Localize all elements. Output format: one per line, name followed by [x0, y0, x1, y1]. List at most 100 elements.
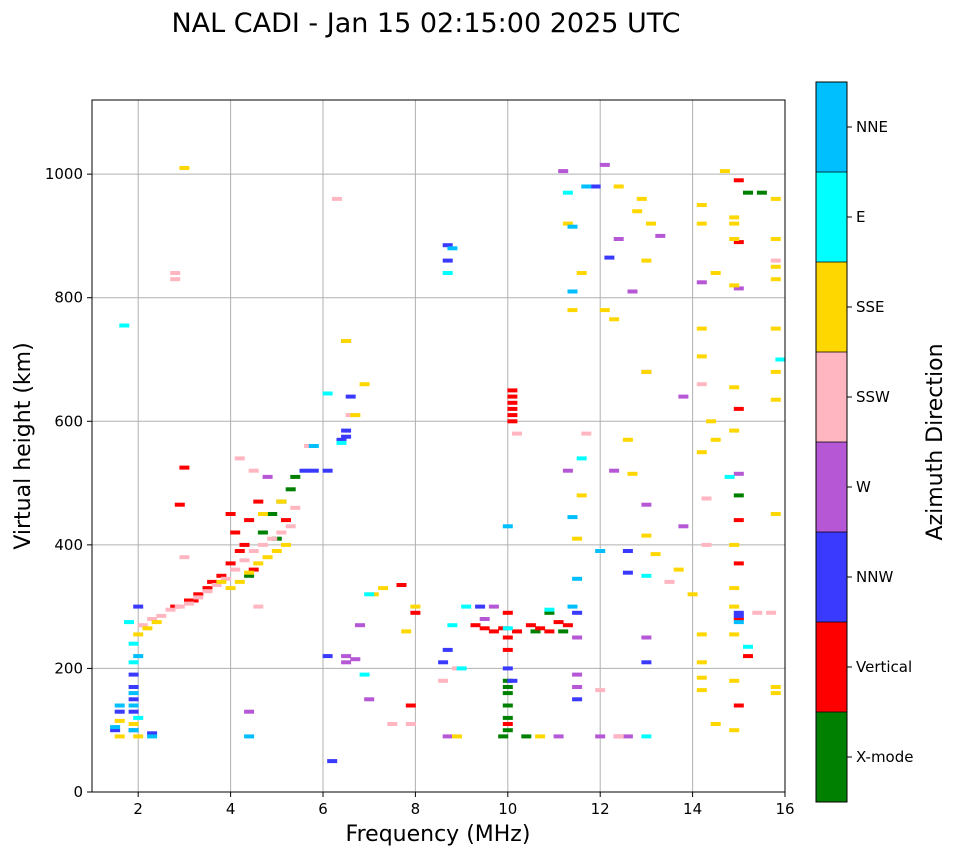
data-point-vertical [225, 561, 236, 566]
data-point-nne [572, 576, 583, 581]
y-axis-ticks: 0 200 400 600 800 1000 [45, 165, 92, 801]
data-point-ssw [221, 576, 231, 581]
data-point-vertical [507, 406, 518, 411]
data-point-sse [696, 450, 707, 455]
colorbar-tick-label: NNW [856, 568, 893, 586]
data-point-sse [114, 734, 125, 739]
data-point-vertical [405, 703, 416, 708]
data-point-x-mode [498, 734, 509, 739]
data-point-vertical [230, 530, 241, 535]
data-point-sse [613, 184, 624, 189]
data-point-nnw [502, 666, 513, 671]
data-point-sse [341, 339, 352, 343]
data-point-sse [567, 308, 578, 313]
data-point-e [544, 607, 555, 612]
data-point-sse [128, 722, 139, 726]
x-axis-label: Frequency (MHz) [346, 822, 531, 847]
data-point-nne [447, 246, 458, 251]
data-point-x-mode [544, 610, 555, 615]
data-point-w [364, 697, 375, 702]
data-point-vertical [179, 465, 190, 470]
data-point-vertical [733, 703, 744, 708]
data-point-nnw [733, 610, 744, 615]
data-point-sse [729, 385, 740, 390]
data-point-vertical [234, 549, 245, 553]
data-point-vertical [244, 518, 255, 523]
data-point-e [128, 660, 139, 665]
data-point-nnw [336, 437, 347, 442]
data-point-w [572, 635, 583, 640]
data-point-vertical [174, 502, 185, 507]
data-point-nnw [114, 709, 125, 714]
data-point-nne [308, 444, 319, 448]
data-point-sse [729, 542, 740, 547]
data-point-ssw [179, 555, 190, 560]
data-point-sse [576, 493, 587, 498]
data-point-w [572, 685, 583, 689]
data-point-nne [567, 289, 578, 294]
data-point-vertical [239, 542, 250, 547]
data-point-ssw [230, 567, 241, 572]
data-point-ssw [170, 271, 181, 275]
data-point-ssw [331, 196, 342, 201]
data-point-sse [151, 620, 162, 625]
data-point-nnw [641, 660, 652, 665]
data-point-e [133, 715, 144, 720]
data-point-w [341, 654, 352, 659]
data-point-sse [770, 237, 781, 241]
y-axis-label: Virtual height (km) [11, 342, 36, 549]
data-point-w [609, 468, 620, 473]
data-point-ssw [664, 579, 675, 584]
data-point-sse [378, 586, 389, 591]
data-point-ssw [438, 678, 449, 683]
data-point-ssw [239, 558, 250, 563]
data-point-sse [696, 660, 707, 665]
data-point-nnw [622, 570, 633, 575]
data-point-ssw [613, 734, 624, 739]
data-point-ssw [248, 468, 259, 473]
data-point-nnw [299, 468, 310, 473]
data-point-w [355, 623, 365, 628]
data-point-ssw [387, 722, 398, 726]
data-point-e [456, 666, 467, 671]
plot-area [92, 100, 785, 792]
data-point-sse [696, 221, 707, 226]
data-point-sse [562, 221, 573, 226]
data-point-vertical [216, 573, 227, 578]
data-point-sse [609, 317, 620, 322]
colorbar-tick-label: X-mode [856, 748, 913, 766]
data-point-w [627, 289, 638, 294]
colorbar-segment [816, 622, 847, 712]
data-point-sse [719, 169, 730, 174]
data-point-nnw [128, 697, 139, 702]
data-point-nne [147, 734, 158, 739]
data-point-ssw [165, 607, 176, 612]
data-point-sse [729, 586, 740, 591]
data-point-ssw [253, 604, 264, 609]
data-point-sse [359, 382, 370, 387]
x-tick-label: 4 [226, 800, 236, 818]
data-point-vertical [507, 388, 518, 393]
data-point-nnw [622, 549, 633, 553]
data-point-w [655, 233, 666, 238]
data-point-ssw [512, 431, 522, 436]
data-point-vertical [188, 598, 199, 603]
data-point-nnw [128, 685, 139, 689]
data-point-w [442, 734, 453, 739]
data-point-e [322, 391, 333, 396]
grid [92, 100, 786, 793]
data-point-sse [706, 419, 717, 424]
y-tick-label: 0 [73, 783, 83, 801]
data-point-nne [733, 620, 744, 625]
colorbar-tick-label: E [856, 208, 865, 226]
data-point-sse [641, 533, 652, 538]
chart-title: NAL CADI - Jan 15 02:15:00 2025 UTC [171, 8, 680, 39]
data-point-nnw [110, 728, 121, 733]
data-point-nnw [438, 660, 449, 665]
data-point-vertical [207, 579, 218, 584]
data-point-x-mode [257, 530, 268, 535]
data-point-e [502, 626, 513, 631]
data-point-ssw [202, 589, 213, 594]
data-point-nnw [128, 709, 139, 714]
colorbar-segment [816, 82, 847, 172]
